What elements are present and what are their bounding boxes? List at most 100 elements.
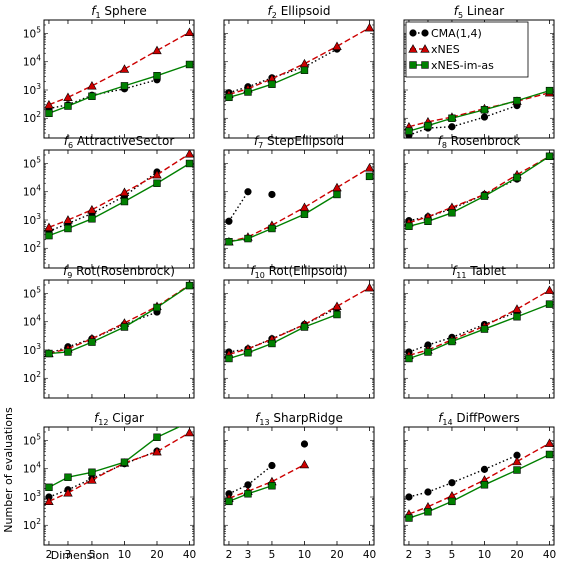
series-line-segment xyxy=(247,83,273,93)
series-line-segment xyxy=(484,316,518,330)
series-line-segment xyxy=(271,326,305,345)
data-point-square xyxy=(268,224,276,233)
panel-f13: f13 SharpRidge 2 3 5 10 20 40 xyxy=(223,411,376,561)
y-tick-label-base: 10 xyxy=(23,317,36,329)
panel-title: f13 SharpRidge xyxy=(255,411,343,427)
data-point-triangle xyxy=(544,285,554,294)
panel-f14: f14 DiffPowers 2 3 5 10 20 40 xyxy=(403,411,556,561)
plot-area xyxy=(224,163,374,246)
data-point-square xyxy=(333,190,341,199)
data-point-triangle xyxy=(152,45,162,55)
series-line-segment xyxy=(228,348,249,356)
panel-title-text: Ellipsoid xyxy=(277,4,331,18)
panel-frame xyxy=(223,426,375,546)
x-tick-label: 40 xyxy=(183,549,196,561)
y-tick-label-base: 10 xyxy=(23,113,36,125)
panel-title-text: Rot(Rosenbrock) xyxy=(72,264,175,278)
series-line-segment xyxy=(451,468,485,484)
series-xnes xyxy=(404,438,554,518)
panel-frame xyxy=(43,19,195,139)
x-tick-label: 3 xyxy=(425,549,432,561)
series-line-segment xyxy=(516,289,550,310)
series-line-segment xyxy=(484,469,518,486)
data-point-square xyxy=(120,458,129,466)
y-tick-label-exp: 5 xyxy=(36,25,41,34)
data-point-triangle xyxy=(119,64,130,73)
series-line-segment xyxy=(156,427,181,438)
panel-frame xyxy=(403,279,555,399)
x-tick-label: 20 xyxy=(150,549,163,561)
y-tick-label-base: 10 xyxy=(23,345,36,357)
panel-title-sub: 1 xyxy=(96,11,101,20)
series-line-segment xyxy=(91,326,125,343)
data-point-triangle xyxy=(152,169,162,179)
data-point-triangle xyxy=(184,427,194,437)
series-line-segment xyxy=(48,96,69,106)
series-line-segment xyxy=(271,69,305,85)
series-line-segment xyxy=(247,485,273,495)
y-tick-label-exp: 2 xyxy=(36,240,41,249)
series-line-segment xyxy=(91,68,125,87)
series-xnes-im-as xyxy=(405,450,554,522)
data-point-circle xyxy=(225,217,233,225)
data-point-square xyxy=(545,152,554,160)
panel-title-f: f xyxy=(268,4,274,18)
panel-title: f2 Ellipsoid xyxy=(268,4,331,20)
series-line-segment xyxy=(451,193,485,209)
data-point-square xyxy=(120,82,129,90)
data-point-square xyxy=(45,349,53,358)
panel-title: f1 Sphere xyxy=(91,4,146,20)
x-tick-label: 40 xyxy=(363,549,376,561)
series-line-segment xyxy=(271,463,305,483)
series-line-segment xyxy=(247,78,273,90)
series-xnes xyxy=(224,163,374,246)
series-line-segment xyxy=(156,162,190,184)
series-line-segment xyxy=(427,117,453,127)
y-tick-label-base: 10 xyxy=(23,85,36,97)
series-line-segment xyxy=(124,451,158,464)
data-point-triangle xyxy=(87,81,97,90)
plot-area xyxy=(224,282,374,363)
legend-label: xNES-im-as xyxy=(431,59,494,72)
data-point-square xyxy=(300,323,309,331)
x-tick-label: 10 xyxy=(478,549,491,561)
legend-marker xyxy=(421,29,429,37)
series-line-segment xyxy=(336,167,370,189)
data-point-square xyxy=(64,224,72,233)
y-tick-label: 103 xyxy=(23,212,41,227)
series-line-segment xyxy=(67,338,93,350)
plot-area xyxy=(404,151,554,230)
data-point-square xyxy=(300,210,309,218)
series-line-segment xyxy=(484,99,518,111)
plot-area xyxy=(44,150,194,240)
panel-frame xyxy=(223,19,375,139)
legend-marker xyxy=(420,44,430,53)
data-point-square xyxy=(45,483,53,492)
panel-title-sub: 13 xyxy=(259,418,269,427)
y-tick-label-exp: 3 xyxy=(36,212,41,221)
series-line-segment xyxy=(124,79,158,90)
series-line-segment xyxy=(427,340,453,353)
data-point-square xyxy=(365,172,374,181)
series-line-segment xyxy=(124,75,158,87)
data-point-square xyxy=(88,92,96,100)
data-point-square xyxy=(244,349,252,357)
series-line-segment xyxy=(304,305,338,326)
x-tick-label: 3 xyxy=(65,549,72,561)
panel-title-f: f xyxy=(454,4,460,18)
x-tick-label: 2 xyxy=(46,549,53,561)
y-tick-label: 102 xyxy=(23,240,41,255)
series-xnes xyxy=(44,427,194,506)
data-point-triangle xyxy=(119,187,130,197)
data-point-square xyxy=(424,508,432,516)
series-line-segment xyxy=(91,88,125,96)
data-point-triangle xyxy=(364,163,374,172)
panel-f11: f11 Tablet xyxy=(403,264,555,399)
data-point-square xyxy=(268,482,276,490)
data-point-triangle xyxy=(299,202,310,212)
series-line-segment xyxy=(516,155,550,179)
series-line-segment xyxy=(124,306,158,328)
panel-title: f6 AttractiveSector xyxy=(64,134,175,150)
